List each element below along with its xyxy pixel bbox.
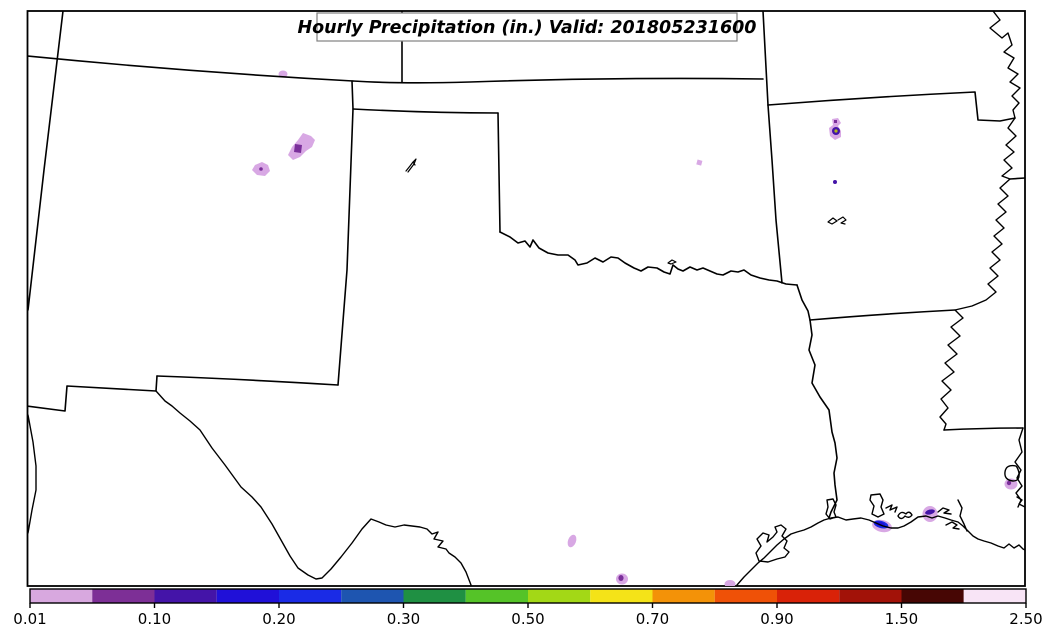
colorbar-segment — [341, 589, 404, 603]
map-title: Hourly Precipitation (in.) Valid: 201805… — [298, 18, 757, 38]
border-tennessee-mississippi-35n — [1009, 177, 1025, 180]
precip-peak-nw-arkansas — [834, 129, 838, 133]
colorbar-segment — [963, 589, 1026, 603]
border-oklahoma-arkansas — [767, 104, 783, 284]
colorbar-segment — [839, 589, 902, 603]
colorbar-tick-label: 0.50 — [511, 610, 544, 628]
lake-texoma — [667, 259, 677, 265]
precip-core-s-texas-edge — [618, 575, 624, 581]
border-texas-north-365n — [352, 108, 499, 114]
pearl-river-mouth — [1016, 496, 1025, 508]
colorbar-tick-label: 0.10 — [138, 610, 171, 628]
colorbar-segment — [901, 589, 964, 603]
colorbar-tick-label: 1.50 — [885, 610, 918, 628]
colorbar-segment — [465, 589, 528, 603]
colorbar-tick-label: 0.20 — [262, 610, 295, 628]
precip-cell-tx-coast-edge — [724, 580, 736, 586]
colorbar-tick-labels: 0.01 0.10 0.20 0.30 0.50 0.70 0.90 1.50 … — [13, 610, 1042, 628]
border-texas-arkansas — [796, 284, 811, 321]
map-frame — [26, 10, 1026, 587]
galveston-bay — [755, 524, 790, 563]
coastline-and-lakes — [736, 493, 1025, 586]
colorbar-segment — [216, 589, 279, 603]
precip-cell-w-oklahoma — [696, 159, 703, 166]
colorbar-segment — [279, 589, 342, 603]
arkansas-river-lakes — [827, 216, 847, 225]
colorbar-tick-label: 2.50 — [1009, 610, 1042, 628]
colorbar-segment — [777, 589, 840, 603]
rio-grande-river — [155, 390, 472, 586]
border-arkansas-louisiana-33n — [809, 309, 956, 321]
colorbar-segment — [92, 589, 155, 603]
vermilion-bay-islands — [937, 507, 952, 515]
border-kansas-missouri — [762, 11, 769, 106]
border-kansas-oklahoma-37n — [352, 77, 764, 84]
border-missouri-arkansas-bootheel — [767, 91, 1016, 122]
white-lake — [897, 511, 913, 520]
calcasieu-lake — [869, 493, 885, 518]
colorbar-segment — [714, 589, 777, 603]
lake-meredith — [405, 158, 417, 173]
inland-lakes — [405, 158, 847, 265]
sabine-lake — [825, 498, 837, 520]
sonora-chihuahua-border — [28, 414, 37, 534]
precip-core-pearl-river — [1006, 480, 1012, 486]
border-louisiana-mississippi-31n — [943, 427, 1024, 431]
rivers — [28, 11, 1025, 586]
colorbar-tick-label: 0.30 — [387, 610, 420, 628]
colorbar-segment — [30, 589, 93, 603]
border-100th-meridian — [497, 112, 501, 233]
mississippi-river — [939, 11, 1021, 431]
precip-cell-s-texas — [567, 534, 577, 548]
colorbar-segment — [403, 589, 466, 603]
precip-core-nw-arkansas-top — [834, 120, 837, 123]
border-new-mexico-west — [28, 11, 64, 311]
border-newmexico-south-elpaso — [28, 375, 158, 412]
colorbar-tick-label: 0.01 — [13, 610, 46, 628]
colorbar-tick-label: 0.90 — [760, 610, 793, 628]
colorbar-segment — [652, 589, 715, 603]
atchafalaya-river — [957, 499, 968, 532]
border-newmexico-texas-103w — [337, 80, 354, 386]
grand-lake — [885, 504, 898, 513]
colorbar-segment — [528, 589, 591, 603]
colorbar: 0.01 0.10 0.20 0.30 0.50 0.70 0.90 1.50 … — [13, 588, 1043, 628]
colorbar-ticks — [29, 603, 1027, 608]
title-box: Hourly Precipitation (in.) Valid: 201805… — [298, 12, 757, 42]
precip-core-ne-newmexico-large — [294, 144, 302, 153]
border-red-river-tx-ok — [499, 231, 798, 286]
title-box-border — [316, 12, 738, 42]
colorbar-segments — [30, 589, 1026, 603]
colorbar-tick-label: 0.70 — [636, 610, 669, 628]
border-texas-louisiana-sabine — [808, 319, 838, 519]
pearl-river-loop — [1004, 464, 1020, 482]
precip-core-sc-louisiana — [925, 509, 935, 515]
border-newmexico-texas-32n — [156, 375, 339, 386]
border-colorado-newmexico-37n — [28, 55, 354, 82]
gulf-coastline — [736, 515, 1025, 586]
marsh-island — [945, 521, 960, 530]
colorbar-segment — [154, 589, 217, 603]
precip-core-ne-newmexico-small — [259, 167, 263, 171]
precip-cell-w-arkansas-dot — [833, 180, 837, 184]
colorbar-segment — [590, 589, 653, 603]
precip-cell-co-nm-border — [278, 70, 288, 78]
